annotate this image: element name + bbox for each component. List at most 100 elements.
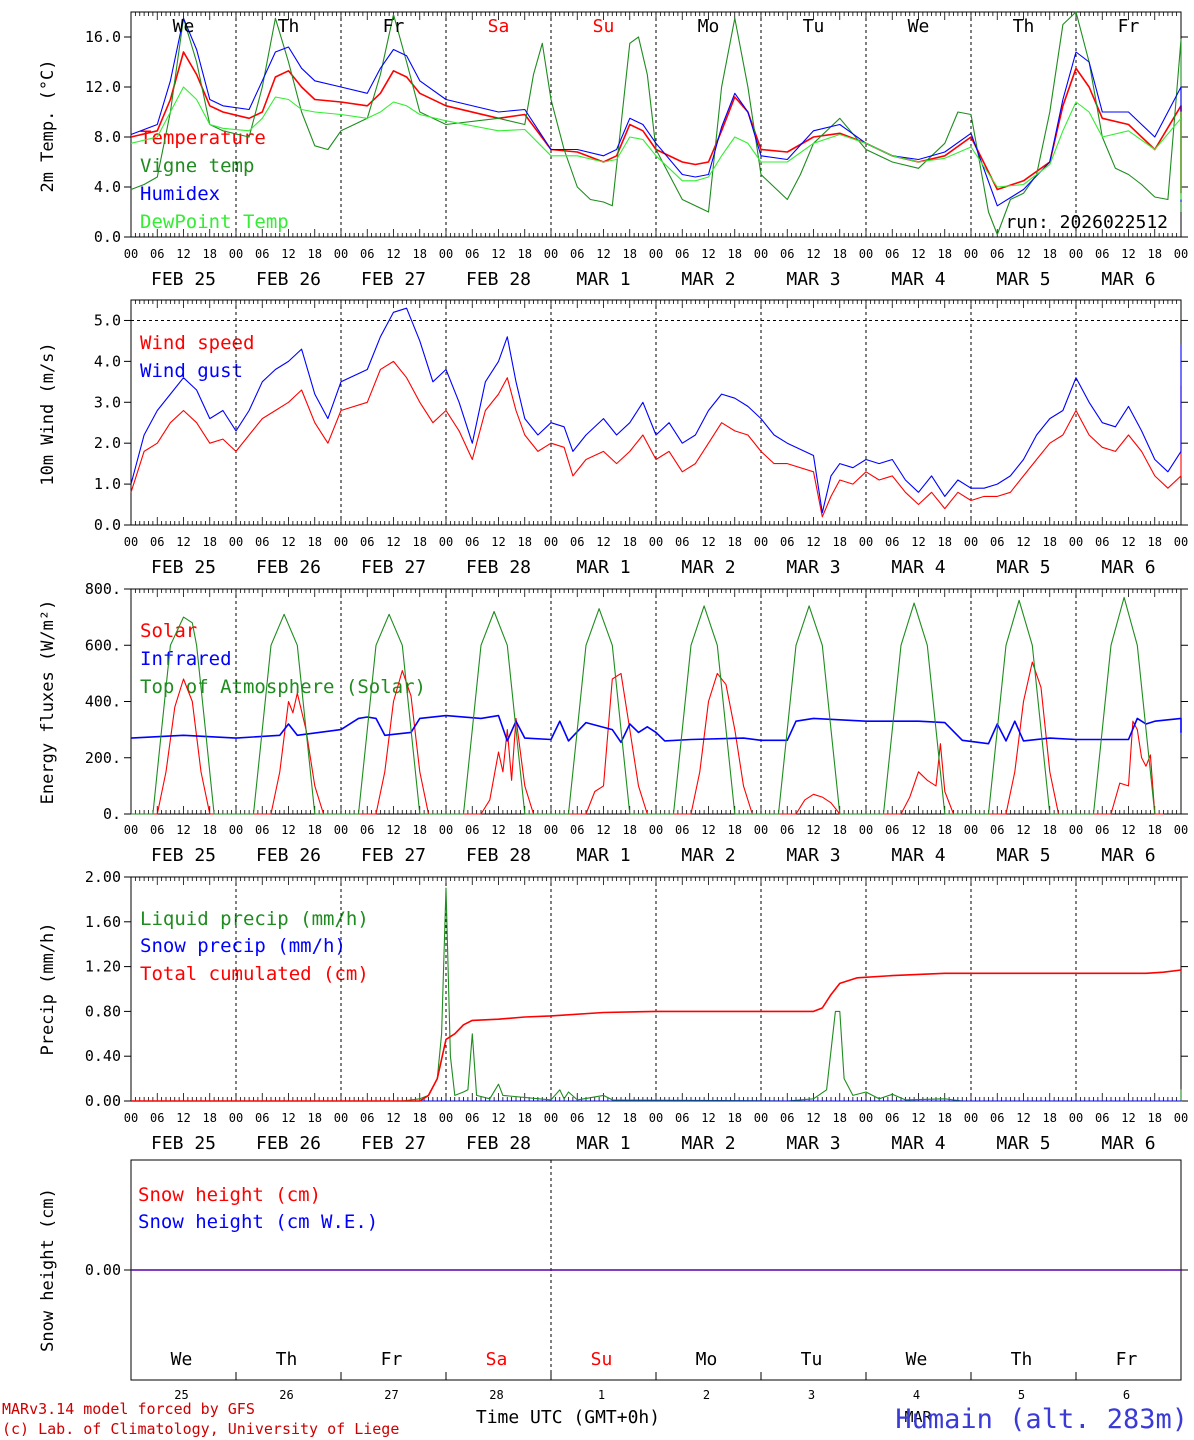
series-humidex: [130, 17, 1182, 207]
hour-label: 18: [308, 247, 322, 261]
day-number-label: 26: [279, 1388, 293, 1402]
date-label: MAR 3: [786, 845, 840, 866]
date-label: FEB 25: [151, 1133, 216, 1154]
weekday-label: Mo: [696, 1349, 718, 1370]
hour-label: 00: [124, 823, 138, 837]
hour-label: 00: [1174, 823, 1188, 837]
precip-legend-snow: Snow precip (mm/h): [140, 935, 346, 957]
hour-label: 00: [124, 535, 138, 549]
hour-label: 06: [990, 247, 1004, 261]
hour-label: 18: [728, 823, 742, 837]
y-tick-label: 0.40: [85, 1047, 121, 1065]
hour-label: 06: [150, 1111, 164, 1125]
run-label: run: 2026022512: [1005, 212, 1168, 233]
day-number-label: 25: [174, 1388, 188, 1402]
hour-label: 00: [1174, 247, 1188, 261]
hour-label: 12: [596, 823, 610, 837]
hour-label: 00: [229, 247, 243, 261]
hour-label: 06: [780, 1111, 794, 1125]
hour-label: 06: [465, 247, 479, 261]
date-label: FEB 25: [151, 845, 216, 866]
hour-label: 00: [124, 247, 138, 261]
date-label: MAR 2: [681, 1133, 735, 1154]
hour-label: 06: [1095, 535, 1109, 549]
hour-label: 12: [701, 823, 715, 837]
hour-label: 18: [518, 823, 532, 837]
energy-ylabel: Energy fluxes (W/m²): [38, 600, 58, 805]
hour-label: 06: [570, 535, 584, 549]
hour-label: 06: [570, 1111, 584, 1125]
y-tick-label: 800.: [85, 580, 121, 598]
precip-legend-total: Total cumulated (cm): [140, 963, 369, 985]
weekday-label: Fr: [383, 16, 405, 37]
date-label: MAR 3: [786, 269, 840, 290]
plot-energy: 0. 200. 400. 600. 800. 00 06 12 18 00 06 12 18 00 06 12…: [85, 580, 1188, 866]
hour-label: 06: [675, 247, 689, 261]
hour-label: 12: [281, 1111, 295, 1125]
weekday-label: We: [908, 16, 930, 37]
hour-label: 18: [203, 535, 217, 549]
hour-label: 06: [150, 535, 164, 549]
hour-label: 00: [439, 1111, 453, 1125]
date-label: MAR 6: [1101, 269, 1155, 290]
hour-label: 12: [1016, 823, 1030, 837]
hour-label: 00: [229, 1111, 243, 1125]
series-wind-gust: [130, 307, 1182, 514]
date-label: FEB 26: [256, 269, 321, 290]
footer-line2: (c) Lab. of Climatology, University of L…: [2, 1420, 399, 1438]
hour-label: 12: [386, 247, 400, 261]
date-label: FEB 26: [256, 845, 321, 866]
hour-label: 06: [255, 535, 269, 549]
hour-label: 18: [1148, 535, 1162, 549]
y-tick-label: 4.0: [94, 178, 121, 196]
hour-label: 18: [623, 1111, 637, 1125]
temp-legend-vigne: Vigne temp: [140, 155, 254, 177]
date-label: FEB 28: [466, 557, 531, 578]
hour-label: 06: [465, 1111, 479, 1125]
panel-precip: Precip (mm/h) Liquid precip (mm/h) Snow …: [38, 908, 369, 1056]
date-label: MAR 1: [576, 845, 630, 866]
weekday-label: Tu: [801, 1349, 823, 1370]
hour-label: 18: [1148, 247, 1162, 261]
hour-label: 06: [570, 823, 584, 837]
hour-label: 06: [360, 247, 374, 261]
hour-label: 12: [176, 535, 190, 549]
hour-label: 12: [596, 535, 610, 549]
plot-snow: 0.00 We 25 Th 26 Fr 27 Sa 28 Su 1 Mo 2 Tu 3 We 4 Th 5 Fr 6: [85, 1159, 1188, 1402]
weekday-label: Th: [278, 16, 300, 37]
series-vigne-temp: [130, 11, 1182, 236]
hour-label: 06: [360, 535, 374, 549]
temp-legend-dewpoint: DewPoint Temp: [140, 211, 289, 233]
series-total-cumulated-cm-: [131, 968, 1182, 1102]
hour-label: 18: [833, 535, 847, 549]
hour-label: 00: [1174, 1111, 1188, 1125]
day-number-label: 28: [489, 1388, 503, 1402]
hour-label: 12: [911, 247, 925, 261]
y-tick-label: 1.60: [85, 913, 121, 931]
hour-label: 00: [124, 1111, 138, 1125]
hour-label: 00: [964, 535, 978, 549]
hour-label: 00: [334, 535, 348, 549]
hour-label: 06: [990, 535, 1004, 549]
day-number-label: 4: [913, 1388, 920, 1402]
hour-label: 12: [491, 823, 505, 837]
hour-label: 06: [990, 1111, 1004, 1125]
plot-frame: [130, 11, 1182, 238]
hour-label: 18: [623, 535, 637, 549]
hour-label: 12: [806, 535, 820, 549]
hour-label: 00: [1069, 1111, 1083, 1125]
precip-ylabel: Precip (mm/h): [38, 922, 58, 1055]
date-label: FEB 26: [256, 1133, 321, 1154]
hour-label: 18: [1043, 247, 1057, 261]
date-label: FEB 25: [151, 269, 216, 290]
weekday-label: We: [906, 1349, 928, 1370]
hour-label: 12: [1016, 535, 1030, 549]
hour-label: 00: [859, 247, 873, 261]
wind-legend-gust: Wind gust: [140, 360, 243, 382]
hour-label: 06: [255, 247, 269, 261]
wind-ylabel: 10m Wind (m/s): [38, 342, 58, 485]
weekday-label: Mo: [698, 16, 720, 37]
weekday-label: Sa: [488, 16, 510, 37]
hour-label: 06: [885, 535, 899, 549]
